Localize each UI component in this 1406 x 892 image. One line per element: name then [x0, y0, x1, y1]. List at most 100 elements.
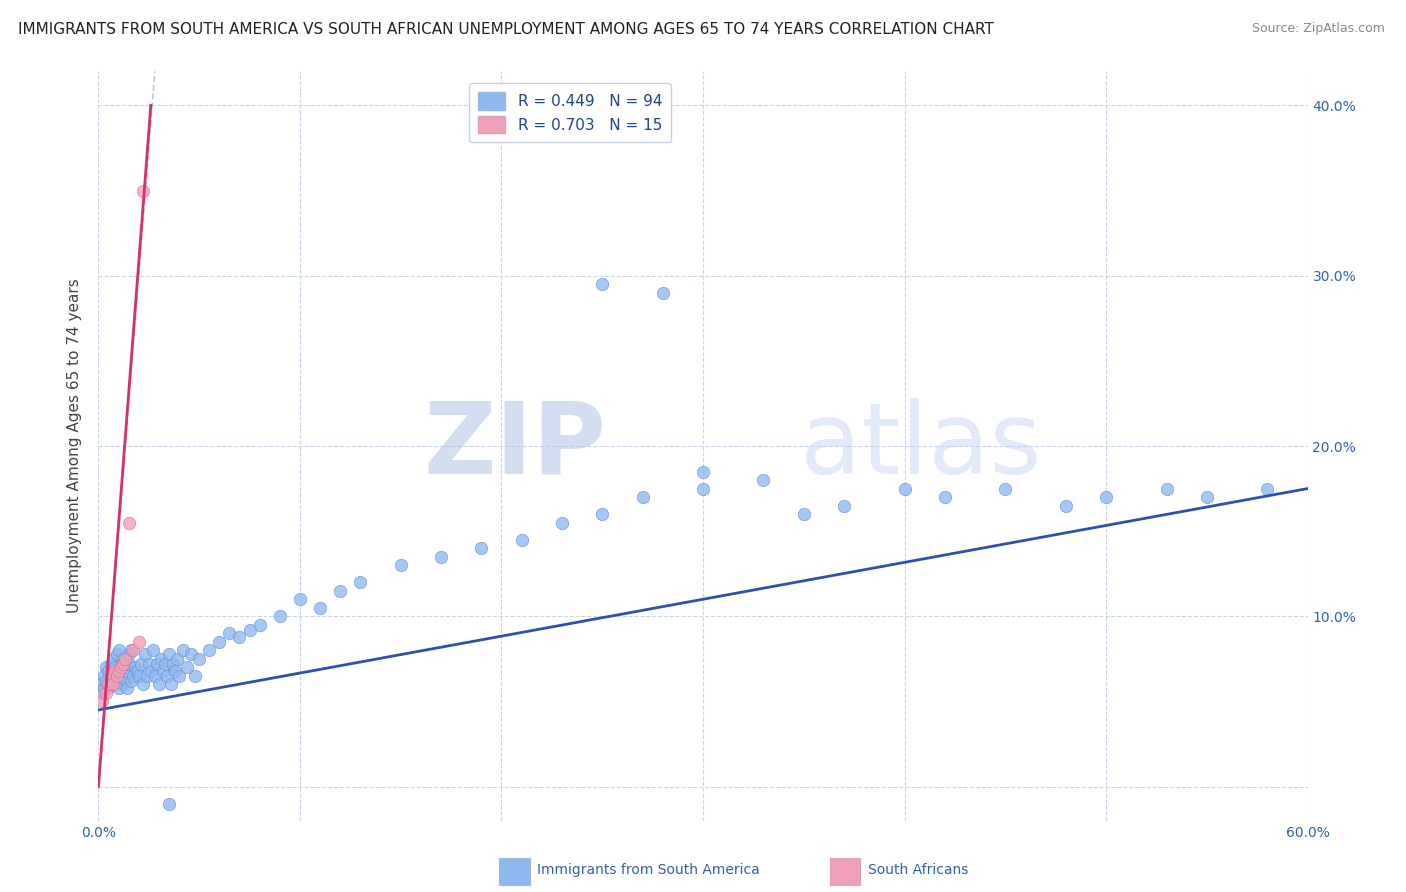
Text: Source: ZipAtlas.com: Source: ZipAtlas.com [1251, 22, 1385, 36]
Point [1095, 490, 1118, 504]
Point [107, 643, 129, 657]
Point [162, 657, 184, 671]
Point [124, 660, 146, 674]
Point [249, 617, 271, 632]
Point [146, 657, 169, 671]
Legend: R = 0.449   N = 94, R = 0.703   N = 15: R = 0.449 N = 94, R = 0.703 N = 15 [468, 83, 671, 143]
Point [143, 669, 166, 683]
Point [125, 664, 148, 678]
Point [510, 533, 533, 547]
Point [128, 669, 150, 683]
Point [114, 652, 136, 666]
Point [1195, 490, 1218, 504]
Point [389, 558, 412, 573]
Point [269, 609, 291, 624]
Point [107, 664, 129, 678]
Point [132, 184, 155, 198]
Point [111, 677, 134, 691]
Point [692, 482, 714, 496]
Point [430, 549, 453, 564]
Point [934, 490, 956, 504]
Point [103, 664, 125, 678]
Point [110, 657, 132, 671]
Point [149, 652, 172, 666]
Point [153, 657, 176, 671]
Point [184, 669, 207, 683]
Point [551, 516, 574, 530]
Point [349, 575, 371, 590]
Point [111, 657, 134, 671]
Point [142, 643, 165, 657]
Point [105, 647, 128, 661]
Point [120, 643, 142, 657]
Point [172, 643, 194, 657]
Point [166, 652, 188, 666]
Point [591, 507, 613, 521]
Point [121, 669, 143, 683]
Text: ZIP: ZIP [423, 398, 606, 494]
Point [93, 681, 115, 695]
Point [160, 677, 183, 691]
Point [692, 465, 714, 479]
Point [101, 652, 124, 666]
Text: Immigrants from South America: Immigrants from South America [537, 863, 759, 877]
Point [132, 677, 155, 691]
Point [100, 669, 122, 683]
Point [239, 623, 262, 637]
Text: atlas: atlas [800, 398, 1042, 494]
Point [110, 660, 132, 674]
Point [134, 647, 156, 661]
Point [121, 643, 143, 657]
Y-axis label: Unemployment Among Ages 65 to 74 years: Unemployment Among Ages 65 to 74 years [67, 278, 83, 614]
Point [1156, 482, 1178, 496]
Point [208, 635, 231, 649]
Point [198, 643, 221, 657]
Point [651, 285, 673, 300]
Point [91, 694, 114, 708]
Point [105, 669, 128, 683]
Point [103, 669, 125, 683]
Point [793, 507, 815, 521]
Point [101, 677, 124, 691]
Point [148, 677, 170, 691]
Point [118, 657, 141, 671]
Point [631, 490, 654, 504]
Point [752, 473, 775, 487]
Point [96, 660, 118, 674]
Point [329, 583, 352, 598]
Point [110, 669, 132, 683]
Point [107, 681, 129, 695]
Point [994, 482, 1017, 496]
Point [97, 681, 120, 695]
Point [115, 681, 138, 695]
Point [156, 669, 179, 683]
Point [103, 660, 125, 674]
Point [893, 482, 915, 496]
Point [157, 647, 180, 661]
Point [188, 652, 211, 666]
Point [97, 677, 120, 691]
Point [163, 664, 186, 678]
Point [97, 664, 120, 678]
Point [228, 630, 250, 644]
Point [218, 626, 240, 640]
Point [167, 669, 190, 683]
Point [114, 673, 136, 687]
Point [115, 664, 138, 678]
Point [96, 686, 118, 700]
Point [96, 673, 118, 688]
Point [309, 600, 332, 615]
Point [120, 673, 142, 688]
Point [114, 660, 136, 674]
Point [135, 669, 157, 683]
Point [111, 652, 134, 666]
Point [176, 660, 198, 674]
Point [152, 664, 174, 678]
Point [832, 499, 855, 513]
Point [138, 657, 160, 671]
Point [1054, 499, 1077, 513]
Point [89, 686, 111, 700]
Point [180, 647, 202, 661]
Point [128, 635, 150, 649]
Point [101, 677, 124, 691]
